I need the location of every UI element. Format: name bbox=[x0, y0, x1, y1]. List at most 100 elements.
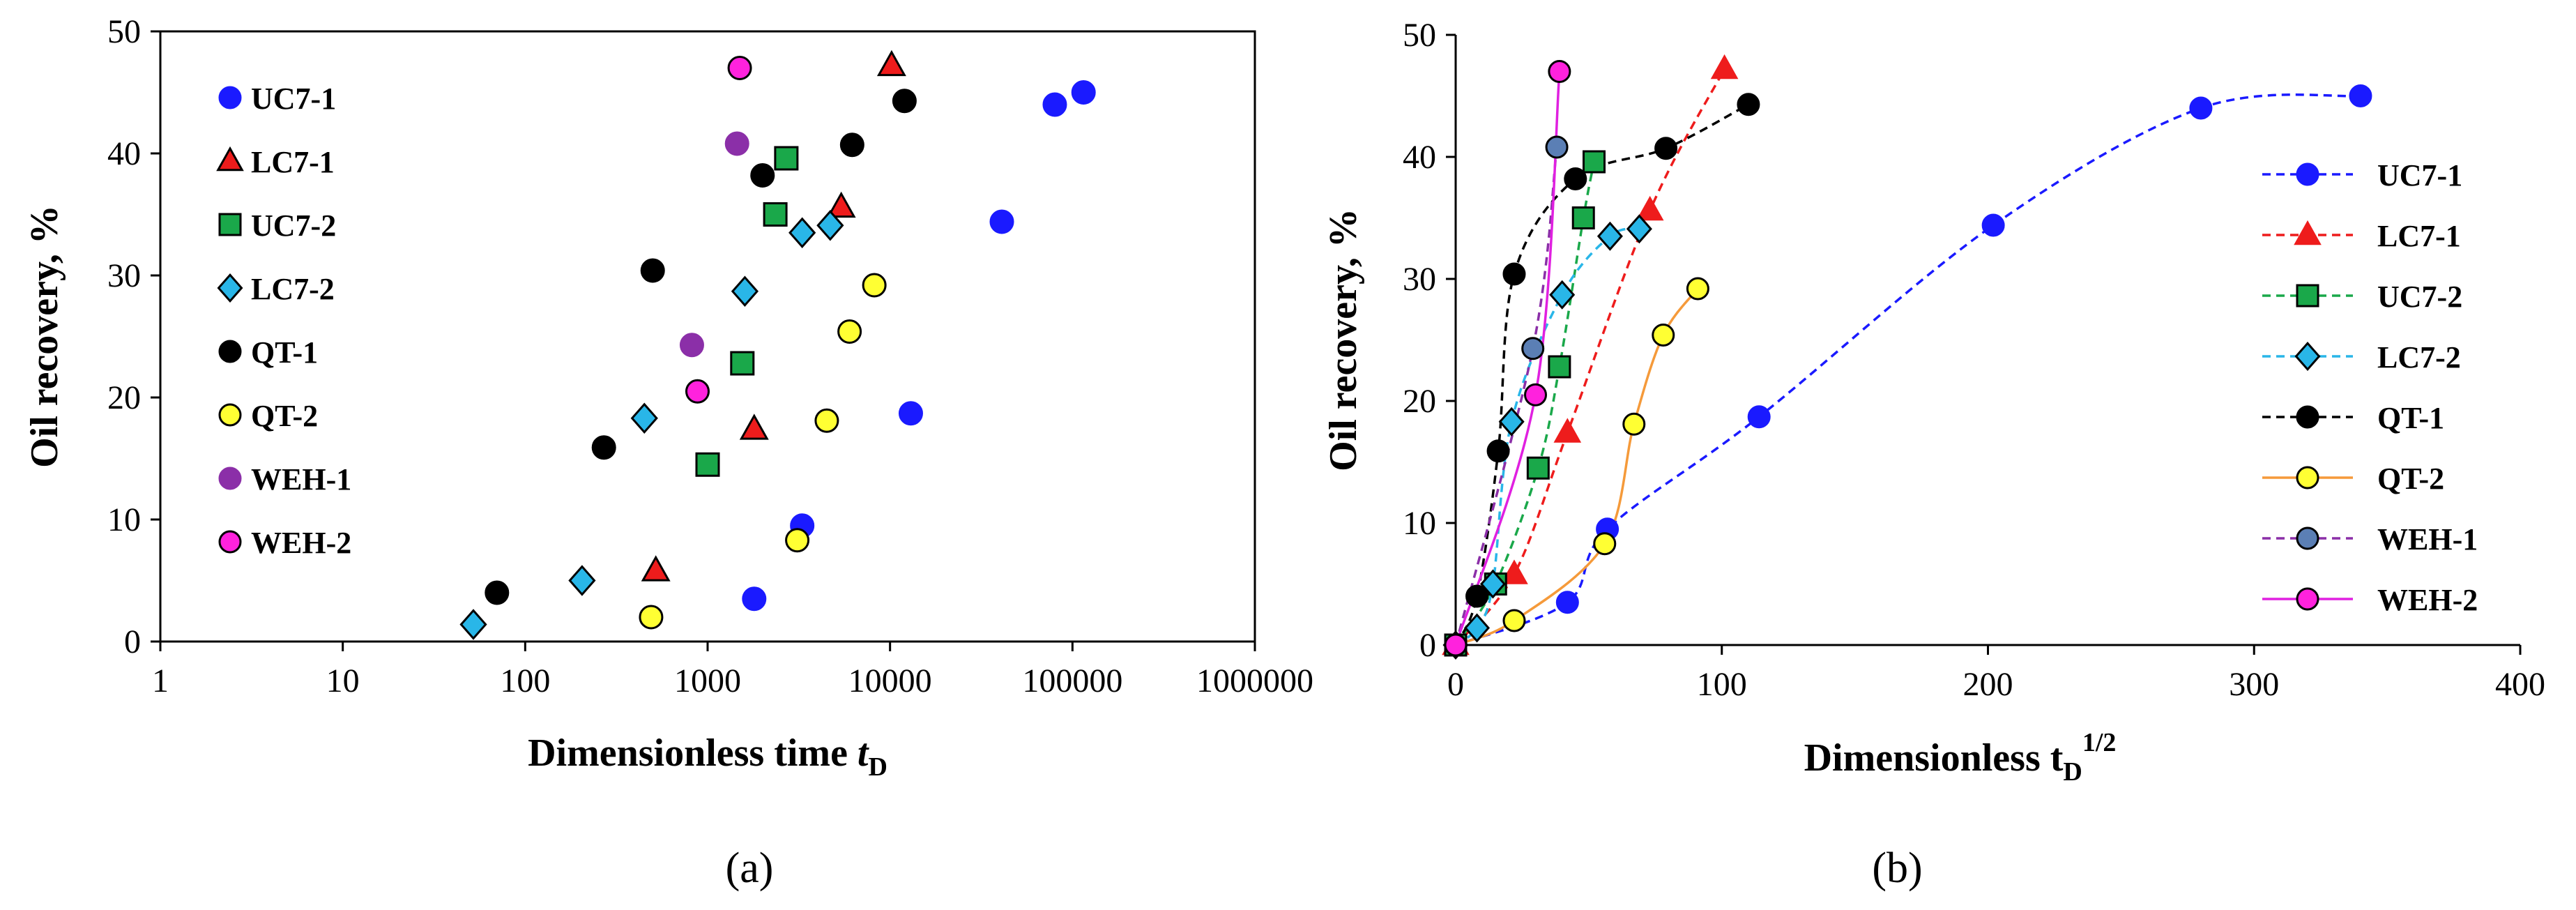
series-uc7-1 bbox=[1444, 84, 2372, 657]
legend-marker-qt-2 bbox=[218, 403, 242, 427]
legend-marker-weh-1 bbox=[2296, 526, 2319, 550]
data-point-qt-2 bbox=[862, 273, 887, 298]
x-tick-label: 10000 bbox=[848, 662, 932, 699]
data-point-lc7-2 bbox=[1464, 613, 1491, 643]
data-point-weh-1 bbox=[679, 333, 704, 358]
data-point-uc7-1 bbox=[1071, 80, 1096, 105]
x-tick-label: 100 bbox=[1697, 666, 1747, 703]
data-point-lc7-2 bbox=[568, 565, 596, 596]
x-axis-title: Dimensionless tD1/2 bbox=[1804, 728, 2117, 787]
panel-label-b: (b) bbox=[1872, 844, 1922, 892]
data-point-qt-1 bbox=[1486, 439, 1510, 463]
y-tick-label: 10 bbox=[1403, 505, 1436, 542]
data-point-lc7-1 bbox=[1636, 195, 1664, 221]
y-tick-label: 0 bbox=[1419, 627, 1436, 664]
y-tick-label: 30 bbox=[107, 257, 141, 294]
legend-marker-uc7-1 bbox=[2296, 162, 2319, 186]
legend-label-qt-1: QT-1 bbox=[251, 335, 318, 370]
data-point-lc7-1 bbox=[826, 191, 856, 218]
data-point-uc7-2 bbox=[730, 351, 755, 376]
series-weh-2 bbox=[685, 56, 752, 404]
data-point-lc7-2 bbox=[630, 402, 658, 434]
data-point-uc7-1 bbox=[2189, 96, 2213, 120]
data-point-uc7-2 bbox=[1548, 355, 1571, 379]
legend-marker-uc7-2 bbox=[218, 213, 242, 236]
data-point-uc7-2 bbox=[1583, 150, 1606, 174]
series-line-qt-1 bbox=[1454, 103, 1749, 646]
legend-marker-qt-2 bbox=[2296, 466, 2319, 490]
legend-marker-weh-1 bbox=[218, 467, 242, 490]
data-point-lc7-2 bbox=[1596, 221, 1623, 251]
y-tick-label: 40 bbox=[107, 135, 141, 172]
data-point-uc7-1 bbox=[898, 401, 923, 426]
data-point-uc7-1 bbox=[989, 209, 1014, 234]
legend-label-uc7-1: UC7-1 bbox=[2377, 158, 2462, 192]
legend-marker-qt-1 bbox=[2296, 405, 2319, 429]
legend-label-lc7-1: LC7-1 bbox=[2377, 219, 2461, 253]
data-point-uc7-1 bbox=[1555, 591, 1579, 614]
legend-label-weh-2: WEH-2 bbox=[251, 526, 351, 560]
chart-b: 0 100 200 300 400 0 10 20 30 40 50 Dimensionless tD… bbox=[1322, 17, 2545, 892]
data-point-qt-2 bbox=[1593, 532, 1617, 556]
data-point-qt-1 bbox=[750, 163, 775, 188]
legend-label-uc7-2: UC7-2 bbox=[2377, 280, 2462, 314]
data-point-qt-1 bbox=[1737, 93, 1760, 116]
y-tick-label: 20 bbox=[1403, 383, 1436, 420]
series-qt-1 bbox=[485, 89, 917, 605]
y-tick-label: 0 bbox=[124, 623, 141, 660]
legend-marker-lc7-2 bbox=[2294, 341, 2321, 372]
data-point-lc7-2 bbox=[1479, 569, 1506, 599]
legend-label-lc7-2: LC7-2 bbox=[2377, 340, 2461, 374]
data-point-qt-2 bbox=[814, 408, 839, 433]
y-tick-label: 20 bbox=[107, 379, 141, 416]
legend-label-lc7-2: LC7-2 bbox=[251, 272, 335, 306]
legend-marker-uc7-1 bbox=[218, 86, 242, 109]
data-point-uc7-1 bbox=[2349, 84, 2372, 107]
data-point-uc7-2 bbox=[774, 146, 799, 171]
data-point-weh-2 bbox=[727, 56, 752, 80]
legend-marker-weh-2 bbox=[2296, 587, 2319, 611]
data-point-uc7-2 bbox=[1526, 456, 1550, 480]
data-point-lc7-1 bbox=[1500, 559, 1528, 584]
data-point-qt-2 bbox=[837, 319, 862, 344]
legend-label-weh-1: WEH-1 bbox=[251, 462, 351, 496]
data-point-weh-1 bbox=[724, 131, 749, 156]
series-weh-1 bbox=[679, 131, 749, 358]
data-point-qt-2 bbox=[1652, 324, 1675, 347]
data-point-lc7-2 bbox=[459, 609, 487, 640]
data-point-weh-1 bbox=[1521, 337, 1545, 361]
data-point-uc7-2 bbox=[763, 202, 788, 227]
y-tick-label: 50 bbox=[107, 13, 141, 50]
data-point-qt-1 bbox=[839, 132, 864, 158]
y-axis-title: Oil recovery, % bbox=[23, 205, 66, 468]
data-point-lc7-2 bbox=[816, 209, 844, 241]
series-qt-1 bbox=[1444, 93, 1760, 657]
data-point-uc7-2 bbox=[1571, 206, 1595, 229]
data-point-lc7-1 bbox=[1553, 418, 1582, 443]
legend-label-weh-2: WEH-2 bbox=[2377, 583, 2478, 617]
legend-marker-lc7-1 bbox=[2294, 220, 2322, 245]
series-lc7-2 bbox=[459, 209, 844, 640]
series-qt-2 bbox=[639, 273, 887, 630]
series-weh-2 bbox=[1444, 60, 1571, 657]
legend-label-lc7-1: LC7-1 bbox=[251, 145, 335, 179]
data-point-qt-1 bbox=[1502, 262, 1526, 286]
data-point-lc7-1 bbox=[1710, 54, 1739, 79]
data-point-weh-2 bbox=[685, 379, 710, 404]
data-point-lc7-1 bbox=[876, 50, 906, 77]
y-axis-title: Oil recovery, % bbox=[1322, 208, 1365, 471]
data-point-qt-1 bbox=[1465, 584, 1489, 608]
data-point-lc7-2 bbox=[1626, 214, 1652, 244]
panel-label-a: (a) bbox=[726, 844, 774, 892]
data-point-qt-1 bbox=[892, 89, 917, 114]
x-tick-label: 1000 bbox=[674, 662, 741, 699]
data-point-weh-1 bbox=[1545, 135, 1569, 159]
data-point-lc7-1 bbox=[739, 414, 769, 440]
x-tick-label: 400 bbox=[2495, 666, 2545, 703]
data-point-lc7-2 bbox=[731, 275, 759, 308]
data-point-qt-1 bbox=[1654, 137, 1678, 160]
legend-label-weh-1: WEH-1 bbox=[2377, 522, 2478, 556]
legend-label-uc7-2: UC7-2 bbox=[251, 208, 336, 243]
x-tick-label: 10 bbox=[326, 662, 360, 699]
data-point-uc7-2 bbox=[695, 452, 720, 477]
